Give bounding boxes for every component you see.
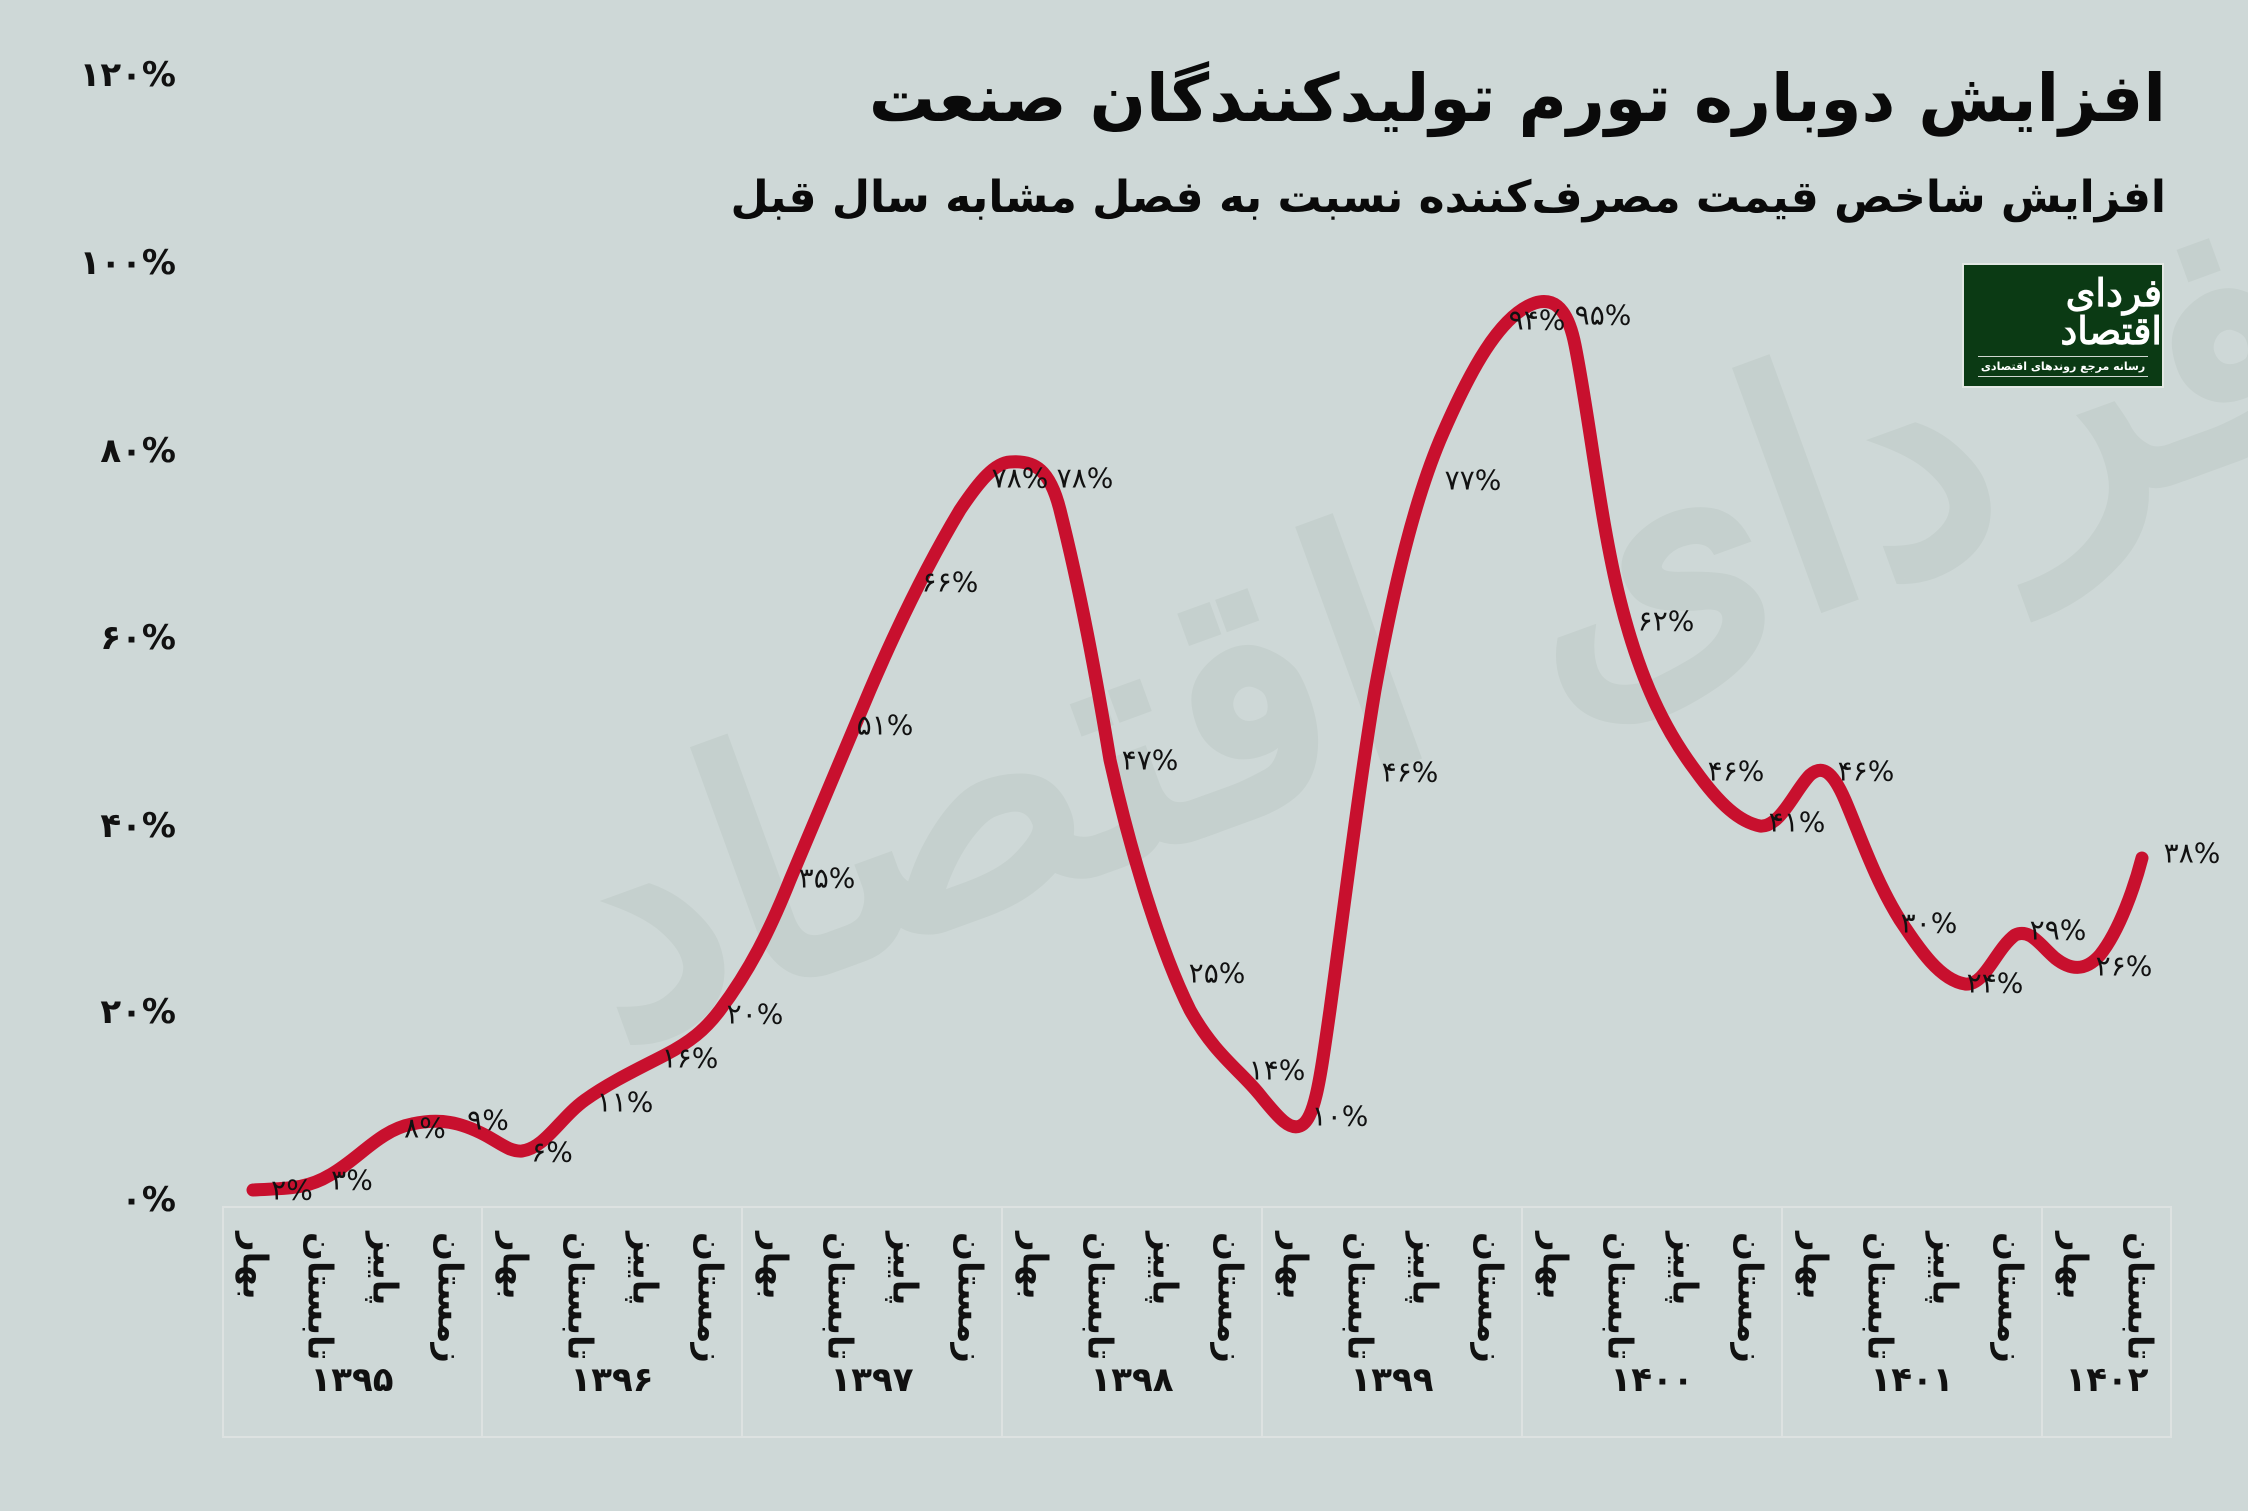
- y-tick-label: ۶۰%: [100, 618, 176, 658]
- y-tick-label: ۸۰%: [100, 431, 176, 471]
- year-separator: [1781, 1206, 1783, 1438]
- year-separator: [2041, 1206, 2043, 1438]
- inflation-line: [246, 295, 2149, 1197]
- data-label: ۳۸%: [2163, 836, 2221, 870]
- data-label: ۳۰%: [1900, 906, 1958, 940]
- x-tick-season: پاییز: [1664, 1232, 1705, 1306]
- x-axis-box: [222, 1206, 2172, 1438]
- x-tick-season: پاییز: [1404, 1232, 1445, 1306]
- x-tick-season: تابستان: [299, 1232, 340, 1361]
- x-tick-season: تابستان: [1599, 1232, 1640, 1361]
- y-tick-label: ۱۲۰%: [79, 55, 176, 95]
- logo-name: فردای اقتصاد: [2060, 270, 2162, 353]
- logo-tagline: رسانه مرجع روندهای اقتصادی: [1980, 360, 2146, 373]
- data-label: ۶%: [531, 1135, 573, 1169]
- data-label: ۱۶%: [661, 1041, 719, 1075]
- logo-divider: [1978, 376, 2148, 377]
- data-label: ۸%: [404, 1111, 446, 1145]
- x-tick-season: پاییز: [1924, 1232, 1965, 1306]
- x-tick-year: ۱۳۹۹: [1350, 1360, 1434, 1400]
- y-tick-label: ۱۰۰%: [79, 243, 176, 283]
- x-tick-season: تابستان: [1079, 1232, 1120, 1361]
- data-label: ۲۶%: [2095, 949, 2153, 983]
- brand-logo: فردای اقتصاد رسانه مرجع روندهای اقتصادی: [1962, 263, 2164, 388]
- x-tick-season: تابستان: [1859, 1232, 1900, 1361]
- data-label: ۲۴%: [1966, 966, 2024, 1000]
- data-label: ۱۰%: [1311, 1099, 1369, 1133]
- y-tick-label: ۴۰%: [100, 806, 176, 846]
- x-tick-season: تابستان: [559, 1232, 600, 1361]
- x-tick-season: تابستان: [1339, 1232, 1380, 1361]
- x-tick-season: پاییز: [624, 1232, 665, 1306]
- x-tick-season: بهار: [2054, 1232, 2095, 1300]
- data-label: ۹۵%: [1574, 298, 1632, 332]
- x-tick-season: زمستان: [1729, 1232, 1770, 1363]
- x-tick-year: ۱۳۹۶: [570, 1360, 654, 1400]
- x-tick-year: ۱۴۰۲: [2065, 1360, 2149, 1400]
- x-tick-season: زمستان: [429, 1232, 470, 1363]
- data-label: ۲۵%: [1188, 956, 1246, 990]
- data-label: ۴۶%: [1707, 754, 1765, 788]
- y-tick-label: ۰%: [121, 1180, 176, 1220]
- x-tick-season: بهار: [754, 1232, 795, 1300]
- data-label: ۴۷%: [1121, 743, 1179, 777]
- data-label: ۳%: [331, 1163, 373, 1197]
- x-tick-season: تابستان: [819, 1232, 860, 1361]
- x-tick-season: پاییز: [1144, 1232, 1185, 1306]
- x-tick-year: ۱۴۰۰: [1610, 1360, 1694, 1400]
- data-label: ۲%: [271, 1173, 313, 1207]
- year-separator: [481, 1206, 483, 1438]
- data-label: ۷۸%: [991, 461, 1049, 495]
- data-label: ۹%: [467, 1103, 509, 1137]
- data-label: ۴۱%: [1768, 805, 1826, 839]
- x-tick-season: بهار: [1014, 1232, 1055, 1300]
- data-label: ۵۱%: [856, 708, 914, 742]
- x-tick-season: بهار: [1794, 1232, 1835, 1300]
- year-separator: [1001, 1206, 1003, 1438]
- x-tick-season: زمستان: [1989, 1232, 2030, 1363]
- x-tick-season: تابستان: [2119, 1232, 2160, 1361]
- x-tick-season: بهار: [234, 1232, 275, 1300]
- year-separator: [1521, 1206, 1523, 1438]
- x-tick-season: پاییز: [364, 1232, 405, 1306]
- data-label: ۹۴%: [1508, 303, 1566, 337]
- x-tick-season: بهار: [1534, 1232, 1575, 1300]
- data-label: ۷۷%: [1444, 463, 1502, 497]
- x-tick-year: ۱۳۹۸: [1090, 1360, 1174, 1400]
- data-label: ۲۹%: [2029, 913, 2087, 947]
- chart-subtitle: افزایش شاخص قیمت مصرف‌کننده نسبت به فصل …: [730, 172, 2166, 223]
- data-label: ۴۶%: [1837, 754, 1895, 788]
- logo-divider: [1978, 356, 2148, 357]
- data-label: ۶۲%: [1637, 604, 1695, 638]
- x-tick-season: زمستان: [1209, 1232, 1250, 1363]
- x-tick-season: زمستان: [1469, 1232, 1510, 1363]
- chart-title: افزایش دوباره تورم تولیدکنندگان صنعت: [868, 60, 2167, 137]
- x-tick-season: بهار: [494, 1232, 535, 1300]
- data-label: ۲۰%: [726, 997, 784, 1031]
- x-tick-season: زمستان: [689, 1232, 730, 1363]
- data-label: ۷۸%: [1056, 461, 1114, 495]
- y-tick-label: ۲۰%: [100, 992, 176, 1032]
- year-separator: [1261, 1206, 1263, 1438]
- data-label: ۴۶%: [1381, 755, 1439, 789]
- x-tick-year: ۱۳۹۵: [310, 1360, 394, 1400]
- x-tick-year: ۱۳۹۷: [830, 1360, 914, 1400]
- data-label: ۶۶%: [921, 565, 979, 599]
- year-separator: [741, 1206, 743, 1438]
- data-label: ۳۵%: [798, 861, 856, 895]
- data-label: ۱۱%: [596, 1085, 654, 1119]
- x-tick-season: زمستان: [949, 1232, 990, 1363]
- x-tick-season: بهار: [1274, 1232, 1315, 1300]
- x-tick-season: پاییز: [884, 1232, 925, 1306]
- data-label: ۱۴%: [1248, 1053, 1306, 1087]
- x-tick-year: ۱۴۰۱: [1870, 1360, 1954, 1400]
